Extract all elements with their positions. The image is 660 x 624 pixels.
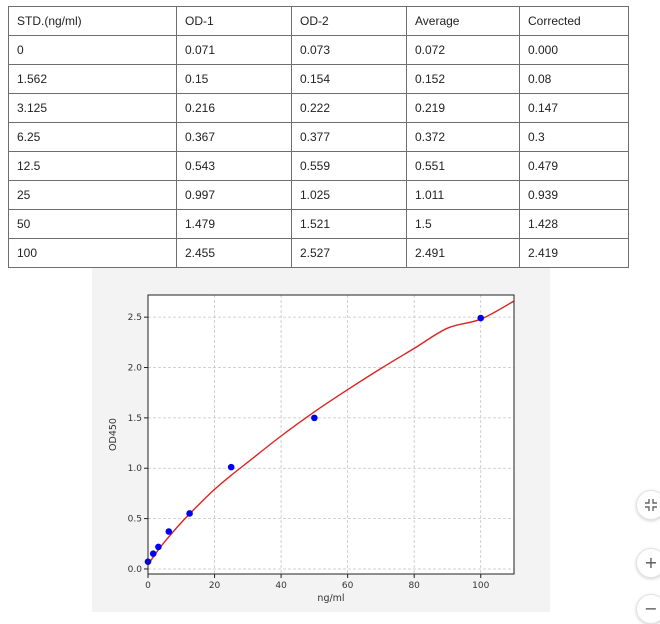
cell-od-2: 2.527 [291, 238, 407, 268]
y-tick-label: 1.0 [128, 464, 143, 474]
x-tick-label: 80 [408, 581, 420, 591]
cell-std: 6.25 [8, 122, 177, 152]
grid-lines [147, 295, 514, 574]
plot-area [148, 295, 514, 574]
table-row: 0 0.071 0.073 0.072 0.000 [8, 35, 629, 65]
cell-od-1: 0.216 [176, 93, 292, 123]
cell-average: 0.072 [406, 35, 520, 65]
table-row: 12.5 0.543 0.559 0.551 0.479 [8, 151, 629, 181]
minus-icon: − [644, 599, 658, 618]
data-point [155, 543, 162, 551]
cell-od-1: 0.15 [176, 64, 292, 94]
zoom-out-button[interactable]: − [636, 594, 660, 624]
data-point [165, 528, 173, 535]
cell-std: 12.5 [8, 151, 177, 181]
header-corrected: Corrected [519, 6, 629, 36]
table-row: 6.25 0.367 0.377 0.372 0.3 [8, 122, 629, 152]
x-tick-label: 20 [209, 581, 221, 591]
fit-to-page-icon [645, 499, 657, 511]
cell-std: 3.125 [8, 93, 177, 123]
data-point [149, 550, 157, 557]
data-point [186, 510, 193, 517]
table-row: 100 2.455 2.527 2.491 2.419 [8, 238, 629, 268]
x-tick-label: 100 [472, 581, 489, 591]
cell-average: 1.5 [406, 209, 520, 239]
cell-od-2: 1.025 [291, 180, 407, 210]
cell-average: 0.219 [406, 93, 520, 123]
cell-od-1: 2.455 [176, 238, 292, 268]
data-point [477, 314, 485, 322]
header-od-1: OD-1 [176, 6, 292, 36]
cell-average: 0.551 [406, 151, 520, 181]
y-tick-label: 1.5 [128, 414, 142, 424]
plot-frame [147, 294, 515, 575]
header-std-concentration: STD.(ng/ml) [8, 6, 177, 36]
cell-std: 0 [8, 35, 177, 65]
cell-od-1: 1.479 [176, 209, 292, 239]
cell-corrected: 0.3 [519, 122, 629, 152]
cell-average: 1.011 [406, 180, 520, 210]
cell-od-1: 0.543 [176, 151, 292, 181]
data-point [311, 414, 318, 422]
cell-std: 50 [8, 209, 177, 239]
cell-corrected: 1.428 [519, 209, 629, 239]
cell-corrected: 0.000 [519, 35, 629, 65]
y-axis-label: OD450 [108, 418, 119, 451]
fit-curve-line [147, 300, 515, 566]
x-axis-label: ng/ml [317, 593, 344, 604]
y-tick-label: 2.0 [128, 364, 143, 374]
header-od-2: OD-2 [291, 6, 407, 36]
y-tick-label: 2.5 [128, 313, 142, 323]
table-row: 3.125 0.216 0.222 0.219 0.147 [8, 93, 629, 123]
cell-corrected: 0.147 [519, 93, 629, 123]
cell-od-2: 0.222 [291, 93, 407, 123]
cell-std: 100 [8, 238, 177, 268]
y-tick-label: 0.5 [128, 515, 142, 525]
cell-std: 25 [8, 180, 177, 210]
cell-std: 1.562 [8, 64, 177, 94]
cell-corrected: 0.939 [519, 180, 629, 210]
cell-od-2: 0.377 [291, 122, 407, 152]
y-tick-label: 0.0 [128, 565, 143, 575]
x-tick-label: 40 [275, 581, 287, 591]
table-row: 25 0.997 1.025 1.011 0.939 [8, 180, 629, 210]
cell-od-2: 1.521 [291, 209, 407, 239]
zoom-in-button[interactable]: + [636, 548, 660, 578]
header-average: Average [406, 6, 520, 36]
data-point [227, 463, 235, 471]
cell-od-1: 0.997 [176, 180, 292, 210]
cell-corrected: 0.08 [519, 64, 629, 94]
cell-od-1: 0.071 [176, 35, 292, 65]
table-header-row: STD.(ng/ml) OD-1 OD-2 Average Corrected [8, 6, 629, 36]
standard-data-table: STD.(ng/ml) OD-1 OD-2 Average Corrected … [8, 6, 629, 268]
x-tick-label: 0 [145, 581, 151, 591]
table-row: 1.562 0.15 0.154 0.152 0.08 [8, 64, 629, 94]
cell-od-1: 0.367 [176, 122, 292, 152]
chart-svg: 0 20 40 60 80 100 0.0 0.5 1.0 1.5 2.0 2.5 ng/ml OD4… [108, 294, 515, 604]
cell-average: 2.491 [406, 238, 520, 268]
cell-od-2: 0.073 [291, 35, 407, 65]
cell-average: 0.372 [406, 122, 520, 152]
cell-corrected: 0.479 [519, 151, 629, 181]
cell-corrected: 2.419 [519, 238, 629, 268]
fit-to-page-button[interactable] [636, 490, 660, 520]
standard-curve-chart: 0 20 40 60 80 100 0.0 0.5 1.0 1.5 2.0 2.5 ng/ml OD4… [92, 268, 550, 612]
axis-ticks: 0 20 40 60 80 100 0.0 0.5 1.0 1.5 2.0 2.5 [128, 313, 490, 591]
cell-od-2: 0.154 [291, 64, 407, 94]
table-row: 50 1.479 1.521 1.5 1.428 [8, 209, 629, 239]
cell-od-2: 0.559 [291, 151, 407, 181]
cell-average: 0.152 [406, 64, 520, 94]
x-tick-label: 60 [342, 581, 354, 591]
plus-icon: + [644, 553, 658, 572]
